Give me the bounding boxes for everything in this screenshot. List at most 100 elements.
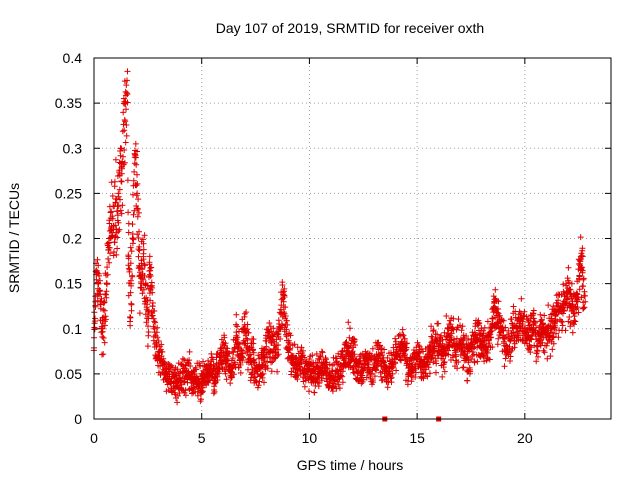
y-tick-label: 0.1 <box>63 321 83 337</box>
data-point <box>400 332 407 339</box>
data-point <box>450 315 457 322</box>
data-point <box>186 357 193 364</box>
data-point <box>277 336 284 342</box>
data-point <box>105 255 112 262</box>
data-point <box>121 147 128 153</box>
data-point <box>104 271 111 278</box>
data-point <box>369 345 376 352</box>
data-point <box>134 206 141 213</box>
data-point <box>332 370 339 377</box>
tick-labels: 0 0.05 0.1 0.15 0.2 0.25 0.3 0.35 0.4 0 5 10 15 20 <box>55 50 533 446</box>
data-point <box>338 372 345 379</box>
data-point <box>134 205 141 212</box>
x-tick-label: 15 <box>409 430 425 446</box>
data-point <box>405 370 412 377</box>
data-point <box>408 378 415 385</box>
data-point <box>124 77 130 84</box>
data-point <box>268 328 275 335</box>
data-point <box>159 348 166 355</box>
data-point <box>101 339 108 346</box>
data-point <box>243 309 250 316</box>
data-point <box>266 349 273 355</box>
data-point <box>150 315 157 322</box>
data-point <box>145 315 152 322</box>
data-point <box>97 298 104 305</box>
data-point <box>459 323 466 330</box>
data-point <box>190 379 197 386</box>
data-point <box>301 354 308 361</box>
data-point <box>393 367 400 374</box>
data-point <box>124 99 131 106</box>
data-point <box>526 334 533 341</box>
data-point <box>182 392 189 399</box>
data-point <box>208 350 215 357</box>
data-point <box>124 91 131 98</box>
data-point <box>138 280 145 287</box>
data-point <box>114 234 121 241</box>
data-point <box>245 329 252 336</box>
data-point <box>127 314 134 321</box>
data-point <box>461 352 468 359</box>
data-point <box>101 307 108 314</box>
data-point <box>451 336 457 343</box>
data-point <box>478 339 485 346</box>
data-point <box>496 325 502 332</box>
data-point <box>439 373 446 380</box>
data-point <box>379 352 386 358</box>
data-point <box>99 325 106 332</box>
data-point <box>470 343 477 350</box>
data-point <box>106 244 113 251</box>
data-point <box>293 372 300 379</box>
data-point <box>117 207 124 214</box>
data-point <box>371 373 378 380</box>
data-point <box>350 339 357 346</box>
data-point <box>293 361 300 368</box>
data-point <box>126 266 133 273</box>
data-point <box>486 356 493 363</box>
data-point <box>211 388 218 395</box>
data-point <box>440 352 446 359</box>
data-point <box>129 273 136 280</box>
data-point <box>147 273 154 279</box>
data-point <box>141 261 148 268</box>
data-point <box>151 325 158 332</box>
data-point <box>255 352 262 359</box>
data-point <box>250 336 257 343</box>
data-point <box>268 359 274 366</box>
data-point <box>136 209 142 216</box>
data-point <box>221 334 228 341</box>
data-point <box>282 313 289 319</box>
data-point <box>230 349 237 356</box>
data-point <box>134 148 140 155</box>
data-point <box>267 334 274 341</box>
data-point <box>272 352 278 359</box>
data-point <box>310 375 317 382</box>
data-point <box>368 371 374 378</box>
data-point <box>471 359 478 366</box>
data-point <box>360 376 367 383</box>
data-point <box>401 336 408 342</box>
data-point <box>455 359 462 365</box>
data-point <box>363 374 370 381</box>
data-point <box>106 220 113 227</box>
data-point <box>110 226 117 233</box>
data-point <box>399 331 406 338</box>
data-point <box>323 356 329 363</box>
data-point <box>486 340 493 347</box>
data-point <box>464 354 471 361</box>
data-point <box>572 318 579 325</box>
data-point <box>198 396 204 403</box>
data-point <box>140 253 147 260</box>
data-point <box>510 303 517 310</box>
data-point <box>119 202 126 209</box>
data-point <box>345 319 352 326</box>
data-point <box>283 326 290 333</box>
data-point <box>346 334 353 341</box>
data-point <box>448 325 455 332</box>
data-point <box>392 335 399 342</box>
data-point <box>459 344 465 350</box>
data-point <box>131 154 138 161</box>
data-point <box>280 298 287 305</box>
data-point <box>502 355 509 362</box>
data-point <box>297 357 304 364</box>
